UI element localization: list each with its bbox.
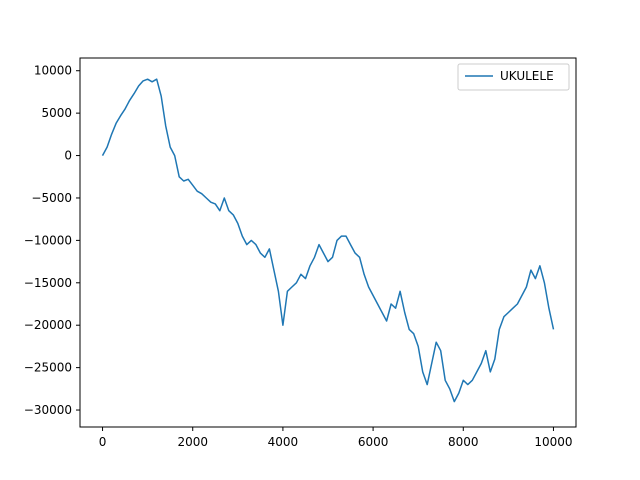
y-tick-label: −5000	[31, 191, 72, 205]
y-tick-label: 10000	[34, 64, 72, 78]
series-layer	[101, 78, 555, 403]
series-line	[101, 78, 555, 403]
y-tick-label: −30000	[24, 403, 72, 417]
x-tick-label: 8000	[448, 435, 479, 449]
y-tick-label: −20000	[24, 318, 72, 332]
y-tick-label: 0	[64, 149, 72, 163]
x-tick-label: 4000	[268, 435, 299, 449]
legend: UKULELE	[457, 63, 570, 91]
x-tick-label: 0	[99, 435, 107, 449]
x-tick-label: 6000	[358, 435, 389, 449]
x-tick-label: 10000	[534, 435, 572, 449]
y-tick-label: 5000	[41, 106, 72, 120]
axes-frame	[79, 57, 577, 428]
x-tick-label: 2000	[177, 435, 208, 449]
y-tick-label: −10000	[24, 233, 72, 247]
ticks-layer: 0 2000 4000 6000 8000 10000 10000 5000 0 −5000 −10…	[24, 64, 573, 449]
legend-box	[457, 63, 570, 91]
legend-label: UKULELE	[500, 69, 554, 83]
y-tick-label: −15000	[24, 276, 72, 290]
y-tick-label: −25000	[24, 361, 72, 375]
